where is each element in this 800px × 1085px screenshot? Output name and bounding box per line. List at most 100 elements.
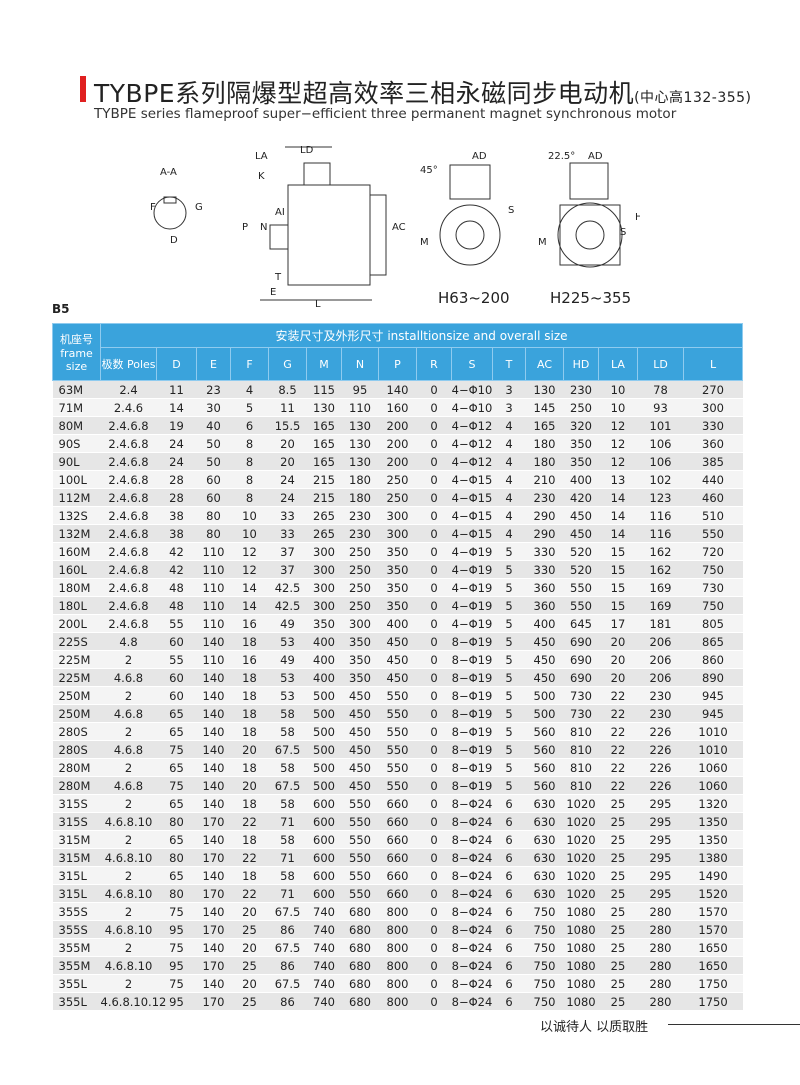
table-cell: 600 bbox=[306, 848, 342, 867]
table-cell: 33 bbox=[268, 506, 307, 525]
drawing-label: 45° bbox=[420, 165, 438, 176]
table-cell: 4.6.8 bbox=[100, 776, 157, 795]
table-cell: 65 bbox=[156, 704, 197, 723]
table-cell: 180 bbox=[525, 434, 564, 453]
table-cell: 30 bbox=[196, 398, 231, 417]
table-cell: 280M bbox=[52, 758, 101, 777]
table-cell: 145 bbox=[525, 398, 564, 417]
table-cell: 280S bbox=[52, 740, 101, 759]
table-cell: 1080 bbox=[563, 992, 599, 1011]
table-cell: 170 bbox=[196, 992, 231, 1011]
table-cell: 25 bbox=[230, 956, 269, 975]
table-cell: 250 bbox=[341, 560, 379, 579]
table-cell: 22 bbox=[230, 812, 269, 831]
table-cell: 280M bbox=[52, 776, 101, 795]
table-cell: 226 bbox=[637, 740, 684, 759]
table-cell: 2.4.6.8 bbox=[100, 542, 157, 561]
table-cell: 2.4.6.8 bbox=[100, 470, 157, 489]
table-row: 280S 4.6.8 75 140 20 67.5 500 450 550 0 8−Φ19 5 560 8… bbox=[52, 740, 743, 759]
table-cell: 55 bbox=[156, 614, 197, 633]
table-cell: 660 bbox=[378, 794, 417, 813]
table-cell: 0 bbox=[416, 524, 452, 543]
table-cell: 0 bbox=[416, 758, 452, 777]
table-cell: 206 bbox=[637, 650, 684, 669]
table-cell: 140 bbox=[196, 974, 231, 993]
table-cell: 1570 bbox=[683, 920, 743, 939]
footer-slogan: 以诚待人 以质取胜 bbox=[540, 1020, 649, 1035]
table-cell: 2.4.6 bbox=[100, 398, 157, 417]
table-cell: 510 bbox=[683, 506, 743, 525]
table-cell: 225M bbox=[52, 650, 101, 669]
table-cell: 500 bbox=[306, 740, 342, 759]
table-cell: 10 bbox=[230, 506, 269, 525]
table-cell: 200L bbox=[52, 614, 101, 633]
column-header: L bbox=[682, 347, 744, 381]
table-cell: 0 bbox=[416, 506, 452, 525]
table-cell: 67.5 bbox=[268, 776, 307, 795]
table-cell: 295 bbox=[637, 812, 684, 831]
table-cell: 22 bbox=[598, 776, 638, 795]
column-header: LA bbox=[598, 347, 638, 381]
table-cell: 110 bbox=[196, 614, 231, 633]
table-cell: 630 bbox=[525, 866, 564, 885]
table-cell: 130 bbox=[341, 434, 379, 453]
table-cell: 95 bbox=[156, 920, 197, 939]
table-cell: 12 bbox=[598, 416, 638, 435]
drawing-label: H63~200 bbox=[438, 289, 510, 307]
table-cell: 20 bbox=[598, 650, 638, 669]
table-cell: 2 bbox=[100, 722, 157, 741]
table-cell: 71M bbox=[52, 398, 101, 417]
drawing-label: N bbox=[260, 222, 267, 233]
table-cell: 560 bbox=[525, 776, 564, 795]
table-cell: 8−Φ19 bbox=[451, 686, 493, 705]
table-cell: 8−Φ19 bbox=[451, 722, 493, 741]
table-cell: 280 bbox=[637, 956, 684, 975]
table-cell: 60 bbox=[196, 470, 231, 489]
table-cell: 0 bbox=[416, 380, 452, 399]
table-cell: 750 bbox=[525, 974, 564, 993]
table-cell: 550 bbox=[341, 866, 379, 885]
table-cell: 4.8 bbox=[100, 632, 157, 651]
table-cell: 110 bbox=[196, 596, 231, 615]
table-cell: 890 bbox=[683, 668, 743, 687]
table-cell: 48 bbox=[156, 578, 197, 597]
table-row: 112M 2.4.6.8 28 60 8 24 215 180 250 0 4−Φ15 4 230 420… bbox=[52, 488, 743, 507]
table-cell: 660 bbox=[378, 848, 417, 867]
table-cell: 170 bbox=[196, 812, 231, 831]
table-cell: 750 bbox=[525, 920, 564, 939]
table-cell: 20 bbox=[598, 632, 638, 651]
table-cell: 25 bbox=[598, 938, 638, 957]
table-cell: 315M bbox=[52, 830, 101, 849]
table-cell: 8 bbox=[230, 434, 269, 453]
table-cell: 0 bbox=[416, 398, 452, 417]
table-cell: 2 bbox=[100, 830, 157, 849]
table-cell: 550 bbox=[341, 794, 379, 813]
table-cell: 0 bbox=[416, 902, 452, 921]
table-cell: 4−Φ12 bbox=[451, 452, 493, 471]
table-cell: 4−Φ12 bbox=[451, 416, 493, 435]
table-cell: 5 bbox=[492, 740, 526, 759]
table-cell: 350 bbox=[341, 650, 379, 669]
table-cell: 5 bbox=[492, 758, 526, 777]
table-row: 250M 4.6.8 65 140 18 58 500 450 550 0 8−Φ19 5 500 730… bbox=[52, 704, 743, 723]
table-cell: 12 bbox=[230, 560, 269, 579]
table-cell: 42.5 bbox=[268, 596, 307, 615]
table-cell: 6 bbox=[492, 974, 526, 993]
table-cell: 24 bbox=[156, 452, 197, 471]
table-cell: 0 bbox=[416, 416, 452, 435]
table-cell: 2.4.6.8 bbox=[100, 488, 157, 507]
table-cell: 800 bbox=[378, 902, 417, 921]
table-cell: 860 bbox=[683, 650, 743, 669]
table-cell: 110 bbox=[196, 578, 231, 597]
drawing-label: AC bbox=[392, 222, 406, 233]
table-cell: 250 bbox=[341, 596, 379, 615]
table-cell: 4−Φ19 bbox=[451, 542, 493, 561]
table-cell: 550 bbox=[341, 848, 379, 867]
table-cell: 165 bbox=[306, 434, 342, 453]
table-cell: 0 bbox=[416, 542, 452, 561]
table-cell: 800 bbox=[378, 974, 417, 993]
table-cell: 75 bbox=[156, 974, 197, 993]
table-cell: 165 bbox=[306, 416, 342, 435]
table-cell: 6 bbox=[230, 416, 269, 435]
table-cell: 1570 bbox=[683, 902, 743, 921]
